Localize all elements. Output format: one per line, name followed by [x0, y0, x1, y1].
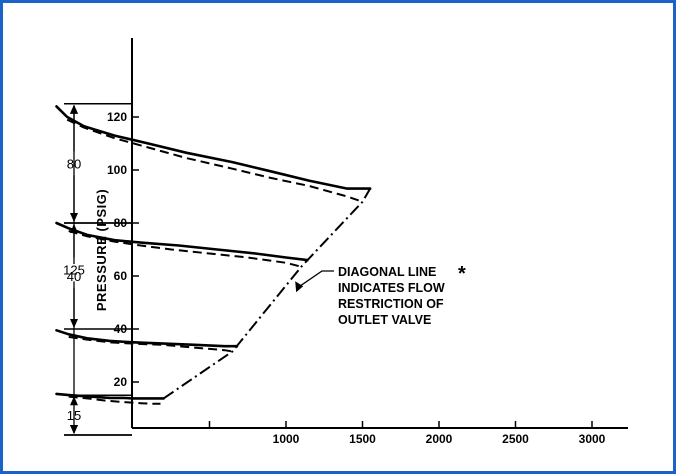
series-line-dashed [66, 118, 363, 203]
y-axis-label: PRESSURE (PSIG) [94, 189, 109, 311]
x-tick-label: 2500 [502, 432, 529, 446]
annotation-line: RESTRICTION OF [338, 297, 444, 311]
annotation-group: DIAGONAL LINE INDICATES FLOW RESTRICTION O… [295, 263, 466, 327]
y-tick-label: 20 [114, 375, 128, 389]
dimension-arrowhead [70, 396, 78, 406]
setting-range-label: 125 [63, 262, 85, 277]
series-line-solid [55, 328, 239, 348]
y-tick-label: 100 [107, 163, 127, 177]
annotation-arrowhead [295, 281, 304, 293]
annotation-line: OUTLET VALVE [338, 313, 431, 327]
dimension-arrowhead [70, 213, 78, 222]
y-tick-label: 120 [107, 110, 127, 124]
dimension-arrowhead [70, 319, 78, 328]
setting-ranges: 125 80 40 15 [63, 103, 132, 436]
setting-range-label: 80 [67, 156, 81, 171]
setting-range-label: 15 [67, 408, 81, 423]
x-tick-label: 1500 [349, 432, 376, 446]
series-line-solid [55, 392, 165, 400]
series-line-dashed [68, 395, 161, 405]
series-line-dashdot [163, 188, 371, 400]
dimension-arrowhead [70, 104, 78, 114]
x-tick-label: 1000 [273, 432, 300, 446]
series-group [55, 105, 372, 405]
y-tick-label: 60 [114, 269, 128, 283]
dimension-arrowhead [70, 425, 78, 434]
setting-range-label: 40 [67, 269, 81, 284]
series-line-solid [55, 105, 372, 190]
annotation-line: INDICATES FLOW [338, 281, 445, 295]
series-line-dashed [68, 230, 302, 268]
series-line-solid [55, 221, 309, 262]
annotation-marker: * [458, 263, 466, 285]
x-tick-label: 2000 [426, 432, 453, 446]
annotation-line: DIAGONAL LINE [338, 265, 436, 279]
annotation-leader [297, 270, 334, 288]
x-tick-label: 3000 [579, 432, 606, 446]
series-line-dashed [68, 335, 233, 353]
setting-range-40: 40 [64, 222, 132, 330]
